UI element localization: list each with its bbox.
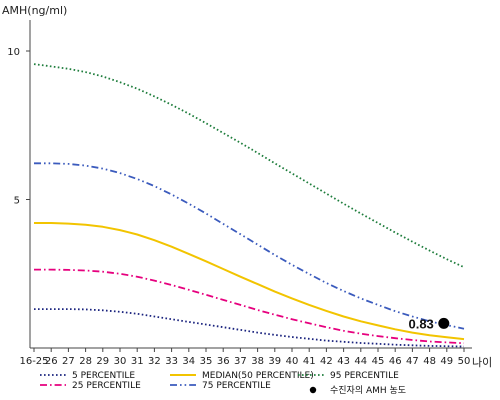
x-tick-label: 46 [389, 356, 402, 367]
x-tick-label: 38 [251, 356, 264, 367]
x-tick-label: 28 [79, 356, 92, 367]
series-line-group [33, 63, 465, 348]
y-axis-title: AMH(ng/ml) [2, 4, 67, 17]
x-tick-label: 44 [354, 356, 367, 367]
legend-marker-label: 수진자의 AMH 농도 [330, 385, 406, 396]
x-tick-label: 34 [182, 356, 195, 367]
legend-label: 95 PERCENTILE [330, 371, 399, 381]
x-tick-label: 43 [337, 356, 350, 367]
x-tick-label: 48 [423, 356, 436, 367]
patient-amh-marker [438, 317, 450, 329]
legend-label: MEDIAN(50 PERCENTILE) [202, 371, 314, 381]
x-tick-label: 50 [458, 356, 471, 367]
series-line-1 [34, 308, 465, 348]
x-tick-label: 35 [200, 356, 213, 367]
x-tick-label: 40 [286, 356, 299, 367]
x-tick-label: 41 [303, 356, 316, 367]
x-tick-label: 42 [320, 356, 333, 367]
y-tick-group: 5 10 [7, 47, 30, 207]
x-tick-label: 29 [96, 356, 109, 367]
y-tick-label: 10 [7, 47, 20, 58]
x-tick-label: 39 [268, 356, 281, 367]
marker-group: 0.83 [408, 316, 450, 331]
x-tick-label: 30 [114, 356, 127, 367]
legend-label: 25 PERCENTILE [72, 381, 141, 391]
x-tick-label: 36 [217, 356, 230, 367]
x-tick-label: 27 [62, 356, 75, 367]
x-tick-label: 45 [372, 356, 385, 367]
series-line-2 [34, 268, 465, 345]
series-line-4 [34, 162, 465, 330]
x-tick-label: 47 [406, 356, 419, 367]
legend-label: 5 PERCENTILE [72, 371, 135, 381]
x-tick-label: 32 [148, 356, 161, 367]
x-axis-title: 나이 [472, 356, 492, 369]
x-tick-label: 49 [440, 356, 453, 367]
series-line-3 [34, 222, 465, 341]
patient-amh-value-label: 0.83 [408, 316, 433, 331]
legend-label: 75 PERCENTILE [202, 381, 271, 391]
x-tick-label: 16-25 [19, 356, 48, 367]
x-tick-label: 33 [165, 356, 178, 367]
series-line-5 [33, 63, 465, 269]
legend-marker-swatch [309, 386, 317, 394]
x-tick-label: 37 [234, 356, 247, 367]
y-tick-label: 5 [14, 196, 20, 207]
x-tick-label: 26 [45, 356, 58, 367]
x-tick-label: 31 [131, 356, 144, 367]
